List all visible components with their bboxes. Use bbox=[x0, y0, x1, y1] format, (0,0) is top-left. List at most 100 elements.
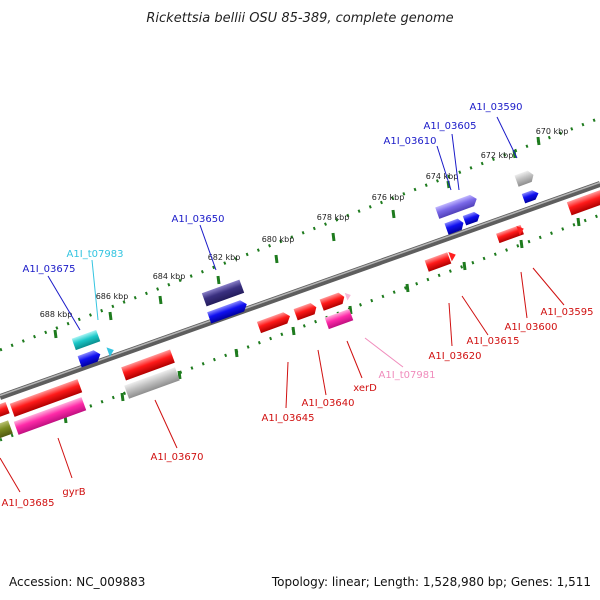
leader-a1i-t07983 bbox=[91, 259, 99, 321]
leader-gyrb bbox=[57, 437, 73, 479]
gene-label-a1i-03645[interactable]: A1I_03645 bbox=[262, 413, 315, 424]
gene-label-a1i-03590[interactable]: A1I_03590 bbox=[470, 102, 523, 113]
gene-a1i-03640-shape[interactable] bbox=[293, 302, 319, 321]
lower-tick bbox=[234, 348, 239, 358]
lower-gene-labels: A1I_03595 A1I_03600 A1I_03615 A1I_03620 … bbox=[2, 307, 594, 509]
lower-tick bbox=[348, 305, 353, 315]
gene-label-a1i-03595[interactable]: A1I_03595 bbox=[541, 307, 594, 318]
gene-blue-shape[interactable] bbox=[444, 217, 465, 235]
genome-backbone bbox=[0, 181, 600, 400]
gene-gyrb-shape[interactable] bbox=[13, 397, 87, 435]
gene-label-a1i-03685[interactable]: A1I_03685 bbox=[2, 498, 55, 509]
gene-label-a1i-03605[interactable]: A1I_03605 bbox=[424, 121, 477, 132]
upper-gene-labels: A1I_03590 A1I_03605 A1I_03610 A1I_03650 … bbox=[23, 102, 523, 275]
gene-label-a1i-03620[interactable]: A1I_03620 bbox=[429, 351, 482, 362]
gene-a1i-03595-shape[interactable] bbox=[516, 224, 525, 236]
gene-label-a1i-03670[interactable]: A1I_03670 bbox=[151, 452, 204, 463]
tick-688 bbox=[53, 329, 58, 339]
genome-summary-text: Topology: linear; Length: 1,528,980 bp; … bbox=[271, 575, 591, 589]
gene-label-a1i-03600[interactable]: A1I_03600 bbox=[505, 322, 558, 333]
lower-tick bbox=[120, 392, 125, 402]
gene-a1i-03650-shape[interactable] bbox=[201, 279, 245, 307]
tick-684 bbox=[158, 295, 163, 305]
kbp-label: 678 kbp bbox=[317, 213, 350, 222]
leader-a1i-03600 bbox=[520, 271, 528, 319]
forward-strand-genes bbox=[71, 169, 540, 368]
reverse-strand-genes bbox=[0, 188, 600, 440]
leader-a1i-03595 bbox=[532, 267, 565, 306]
gene-label-a1i-03615[interactable]: A1I_03615 bbox=[467, 336, 520, 347]
gene-a1i-03670-shape[interactable] bbox=[124, 367, 180, 399]
gene-blue-shape[interactable] bbox=[207, 299, 249, 324]
leader-a1i-03640 bbox=[317, 349, 327, 396]
leader-a1i-03645 bbox=[285, 361, 289, 409]
kbp-label: 670 kbp bbox=[536, 127, 569, 136]
gene-label-a1i-t07981[interactable]: A1I_t07981 bbox=[379, 370, 436, 381]
leader-a1i-03675 bbox=[47, 275, 81, 331]
gene-pink-shape[interactable] bbox=[324, 308, 354, 330]
leader-a1i-03620 bbox=[448, 302, 453, 347]
gene-a1i-03620-shape[interactable] bbox=[424, 252, 452, 272]
gene-label-xerd[interactable]: xerD bbox=[353, 383, 377, 394]
genome-backbone-highlight bbox=[0, 181, 600, 397]
kbp-label: 684 kbp bbox=[153, 272, 186, 281]
tick-670 bbox=[536, 136, 541, 146]
gene-label-a1i-03610[interactable]: A1I_03610 bbox=[384, 136, 437, 147]
gene-label-a1i-03640[interactable]: A1I_03640 bbox=[302, 398, 355, 409]
leader-a1i-03605 bbox=[451, 133, 460, 191]
leader-a1i-03670 bbox=[154, 399, 178, 449]
kbp-label: 672 kbp bbox=[481, 151, 514, 160]
gene-red-shape[interactable] bbox=[121, 349, 175, 381]
lower-tick bbox=[519, 239, 524, 249]
kbp-label: 680 kbp bbox=[262, 235, 295, 244]
accession-text: Accession: NC_009883 bbox=[9, 575, 145, 589]
kbp-label: 676 kbp bbox=[372, 193, 405, 202]
tick-676 bbox=[391, 209, 396, 219]
gene-a1i-t07983-shape[interactable] bbox=[106, 345, 115, 357]
gene-blue-shape[interactable] bbox=[521, 189, 540, 204]
leader-a1i-03610 bbox=[436, 145, 452, 191]
map-title: Rickettsia bellii OSU 85-389, complete g… bbox=[146, 11, 453, 26]
gene-label-a1i-03675[interactable]: A1I_03675 bbox=[23, 264, 76, 275]
gene-a1i-03605-shape[interactable] bbox=[435, 193, 479, 219]
leader-a1i-03650 bbox=[199, 224, 217, 271]
gene-a1i-03675-shape[interactable] bbox=[71, 329, 101, 351]
lower-tick bbox=[291, 326, 296, 336]
upper-leader-lines bbox=[47, 116, 518, 331]
kbp-label: 686 kbp bbox=[96, 292, 129, 301]
tick-682 bbox=[216, 275, 221, 285]
gene-a1i-03645-shape[interactable] bbox=[256, 311, 292, 334]
gene-label-a1i-03650[interactable]: A1I_03650 bbox=[172, 214, 225, 225]
gene-a1i-03685-shape[interactable] bbox=[0, 420, 13, 440]
upper-tick-marks bbox=[53, 136, 541, 339]
gene-red-shape[interactable] bbox=[566, 188, 600, 216]
leader-a1i-t07981 bbox=[364, 337, 404, 368]
leader-a1i-03685 bbox=[0, 457, 21, 493]
gene-red-shape[interactable] bbox=[0, 401, 10, 419]
lower-tick bbox=[576, 217, 581, 227]
gene-xerd-shape[interactable] bbox=[319, 291, 347, 311]
leader-xerd bbox=[346, 340, 363, 379]
tick-686 bbox=[108, 311, 113, 321]
leader-a1i-03590 bbox=[496, 116, 518, 159]
gene-blue-shape[interactable] bbox=[77, 349, 103, 368]
lower-leader-lines bbox=[0, 267, 565, 493]
gene-label-a1i-t07983[interactable]: A1I_t07983 bbox=[67, 249, 124, 260]
lower-tick bbox=[462, 261, 467, 271]
kbp-labels: 670 kbp 672 kbp 674 kbp 676 kbp 678 kbp … bbox=[40, 127, 569, 319]
gene-a1i-03590-shape[interactable] bbox=[514, 169, 535, 187]
leader-a1i-03615 bbox=[461, 295, 489, 336]
gene-a1i-t07981-shape[interactable] bbox=[344, 291, 352, 301]
kbp-label: 688 kbp bbox=[40, 310, 73, 319]
gene-a1i-03600-shape[interactable] bbox=[496, 224, 524, 244]
tick-680 bbox=[274, 254, 279, 264]
gene-blue-shape[interactable] bbox=[462, 211, 481, 226]
lower-tick bbox=[405, 283, 410, 293]
gene-a1i-03615-shape[interactable] bbox=[448, 250, 457, 262]
gene-label-gyrb[interactable]: gyrB bbox=[62, 487, 85, 498]
lower-tick bbox=[177, 370, 182, 380]
gene-red-shape[interactable] bbox=[9, 379, 83, 417]
kbp-label: 682 kbp bbox=[208, 253, 241, 262]
